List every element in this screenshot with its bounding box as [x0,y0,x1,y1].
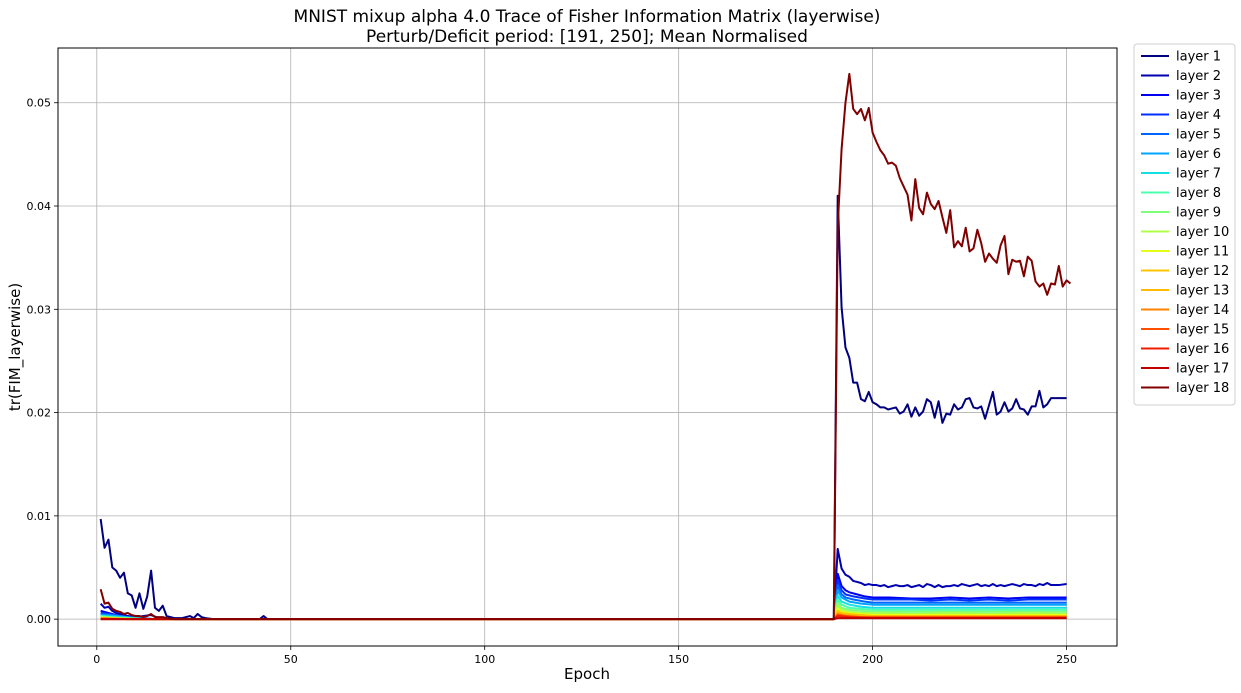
y-tick-label: 0.02 [27,407,52,420]
legend-label-layer-12: layer 12 [1176,264,1229,279]
legend-label-layer-8: layer 8 [1176,186,1221,201]
legend-label-layer-18: layer 18 [1176,381,1229,396]
legend-label-layer-4: layer 4 [1176,108,1221,123]
y-axis-label: tr(FIM_layerwise) [6,283,25,411]
x-tick-label: 100 [474,653,495,666]
legend-label-layer-6: layer 6 [1176,147,1221,162]
x-tick-label: 0 [93,653,100,666]
legend-label-layer-10: layer 10 [1176,225,1229,240]
x-tick-label: 250 [1056,653,1077,666]
y-tick-label: 0.05 [27,97,52,110]
legend-label-layer-1: layer 1 [1176,50,1221,65]
legend-label-layer-7: layer 7 [1176,167,1221,182]
y-tick-label: 0.00 [27,613,52,626]
legend-label-layer-14: layer 14 [1176,303,1229,318]
x-tick-label: 50 [284,653,298,666]
series-line-layer-18 [99,72,1072,621]
series-line-layer-1 [99,194,1067,621]
y-tick-label: 0.04 [27,200,52,213]
legend-label-layer-2: layer 2 [1176,69,1221,84]
x-axis-label: Epoch [564,665,610,683]
chart-title: MNIST mixup alpha 4.0 Trace of Fisher In… [294,7,881,27]
legend-label-layer-3: layer 3 [1176,89,1221,104]
chart-subtitle: Perturb/Deficit period: [191, 250]; Mean… [366,27,808,47]
x-tick-label: 150 [668,653,689,666]
legend-label-layer-11: layer 11 [1176,245,1229,260]
series-line-layer-2 [99,547,1067,621]
axis-ticks: 0 50 100 150 200 250 0.00 0.01 0.02 0.03 0.04 0.05 [27,97,1078,666]
y-tick-label: 0.03 [27,303,52,316]
plot-lines [99,72,1072,621]
legend-label-layer-5: layer 5 [1176,128,1221,143]
y-tick-label: 0.01 [27,510,52,523]
legend: layer 1 layer 2 layer 3 layer 4 layer 5 layer… [1133,43,1236,406]
legend-label-layer-13: layer 13 [1176,284,1229,299]
legend-label-layer-9: layer 9 [1176,206,1221,221]
legend-label-layer-17: layer 17 [1176,362,1229,377]
grid [58,48,1117,646]
x-tick-label: 200 [862,653,883,666]
legend-label-layer-15: layer 15 [1176,323,1229,338]
plot-frame [57,47,1118,647]
legend-label-layer-16: layer 16 [1176,342,1229,357]
